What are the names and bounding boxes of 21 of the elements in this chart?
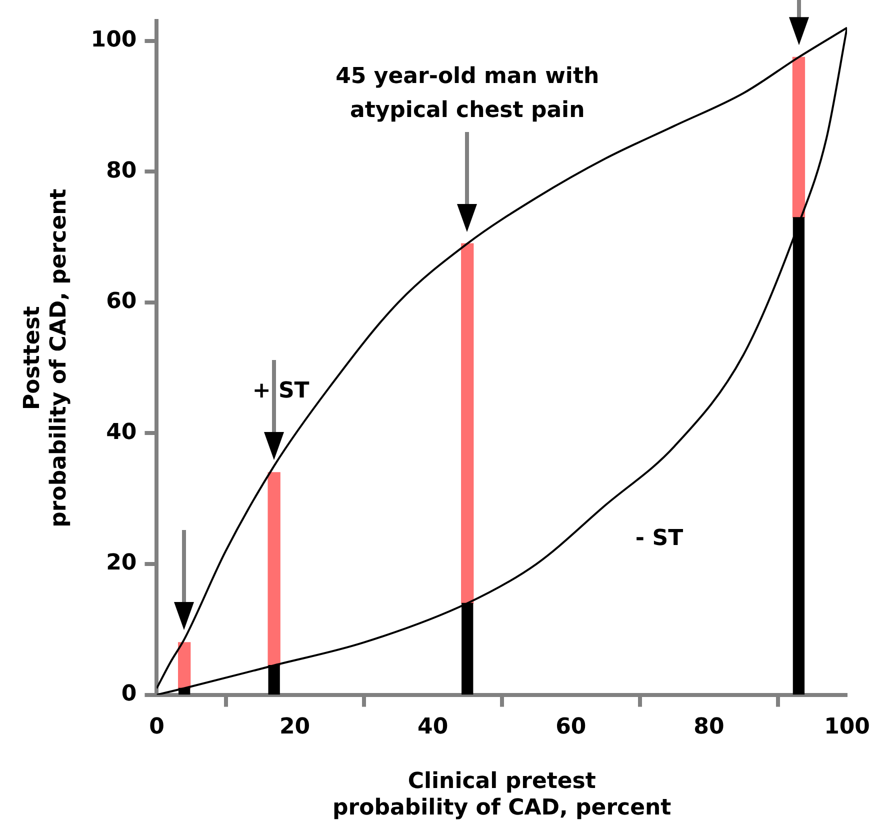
bar (461, 243, 474, 604)
x-tick-label: 20 (279, 714, 310, 740)
y-tick-label: 0 (121, 682, 137, 707)
x-tick-label: 80 (694, 714, 724, 740)
x-axis-title: Clinical pretest probability of CAD, percent (332, 769, 672, 821)
bar (268, 472, 280, 666)
series-label: + ST (252, 378, 310, 404)
y-tick-label: 80 (106, 158, 137, 184)
y-tick-label: 40 (106, 420, 137, 445)
y-tick-label: 100 (90, 28, 137, 53)
x-tick-label: 40 (418, 714, 448, 740)
y-axis-title: Posttest probability of CAD, percent (20, 188, 72, 528)
bar (178, 642, 191, 689)
y-tick-label: 60 (106, 289, 137, 314)
y-tick-label: 20 (106, 550, 137, 576)
series-label: - ST (635, 526, 684, 552)
x-tick-label: 60 (556, 714, 586, 740)
x-tick-label: 0 (149, 714, 164, 740)
annotation: 45 year-old man with atypical chest pain (336, 64, 600, 124)
bar (792, 56, 806, 218)
x-tick-label: 100 (824, 714, 870, 740)
